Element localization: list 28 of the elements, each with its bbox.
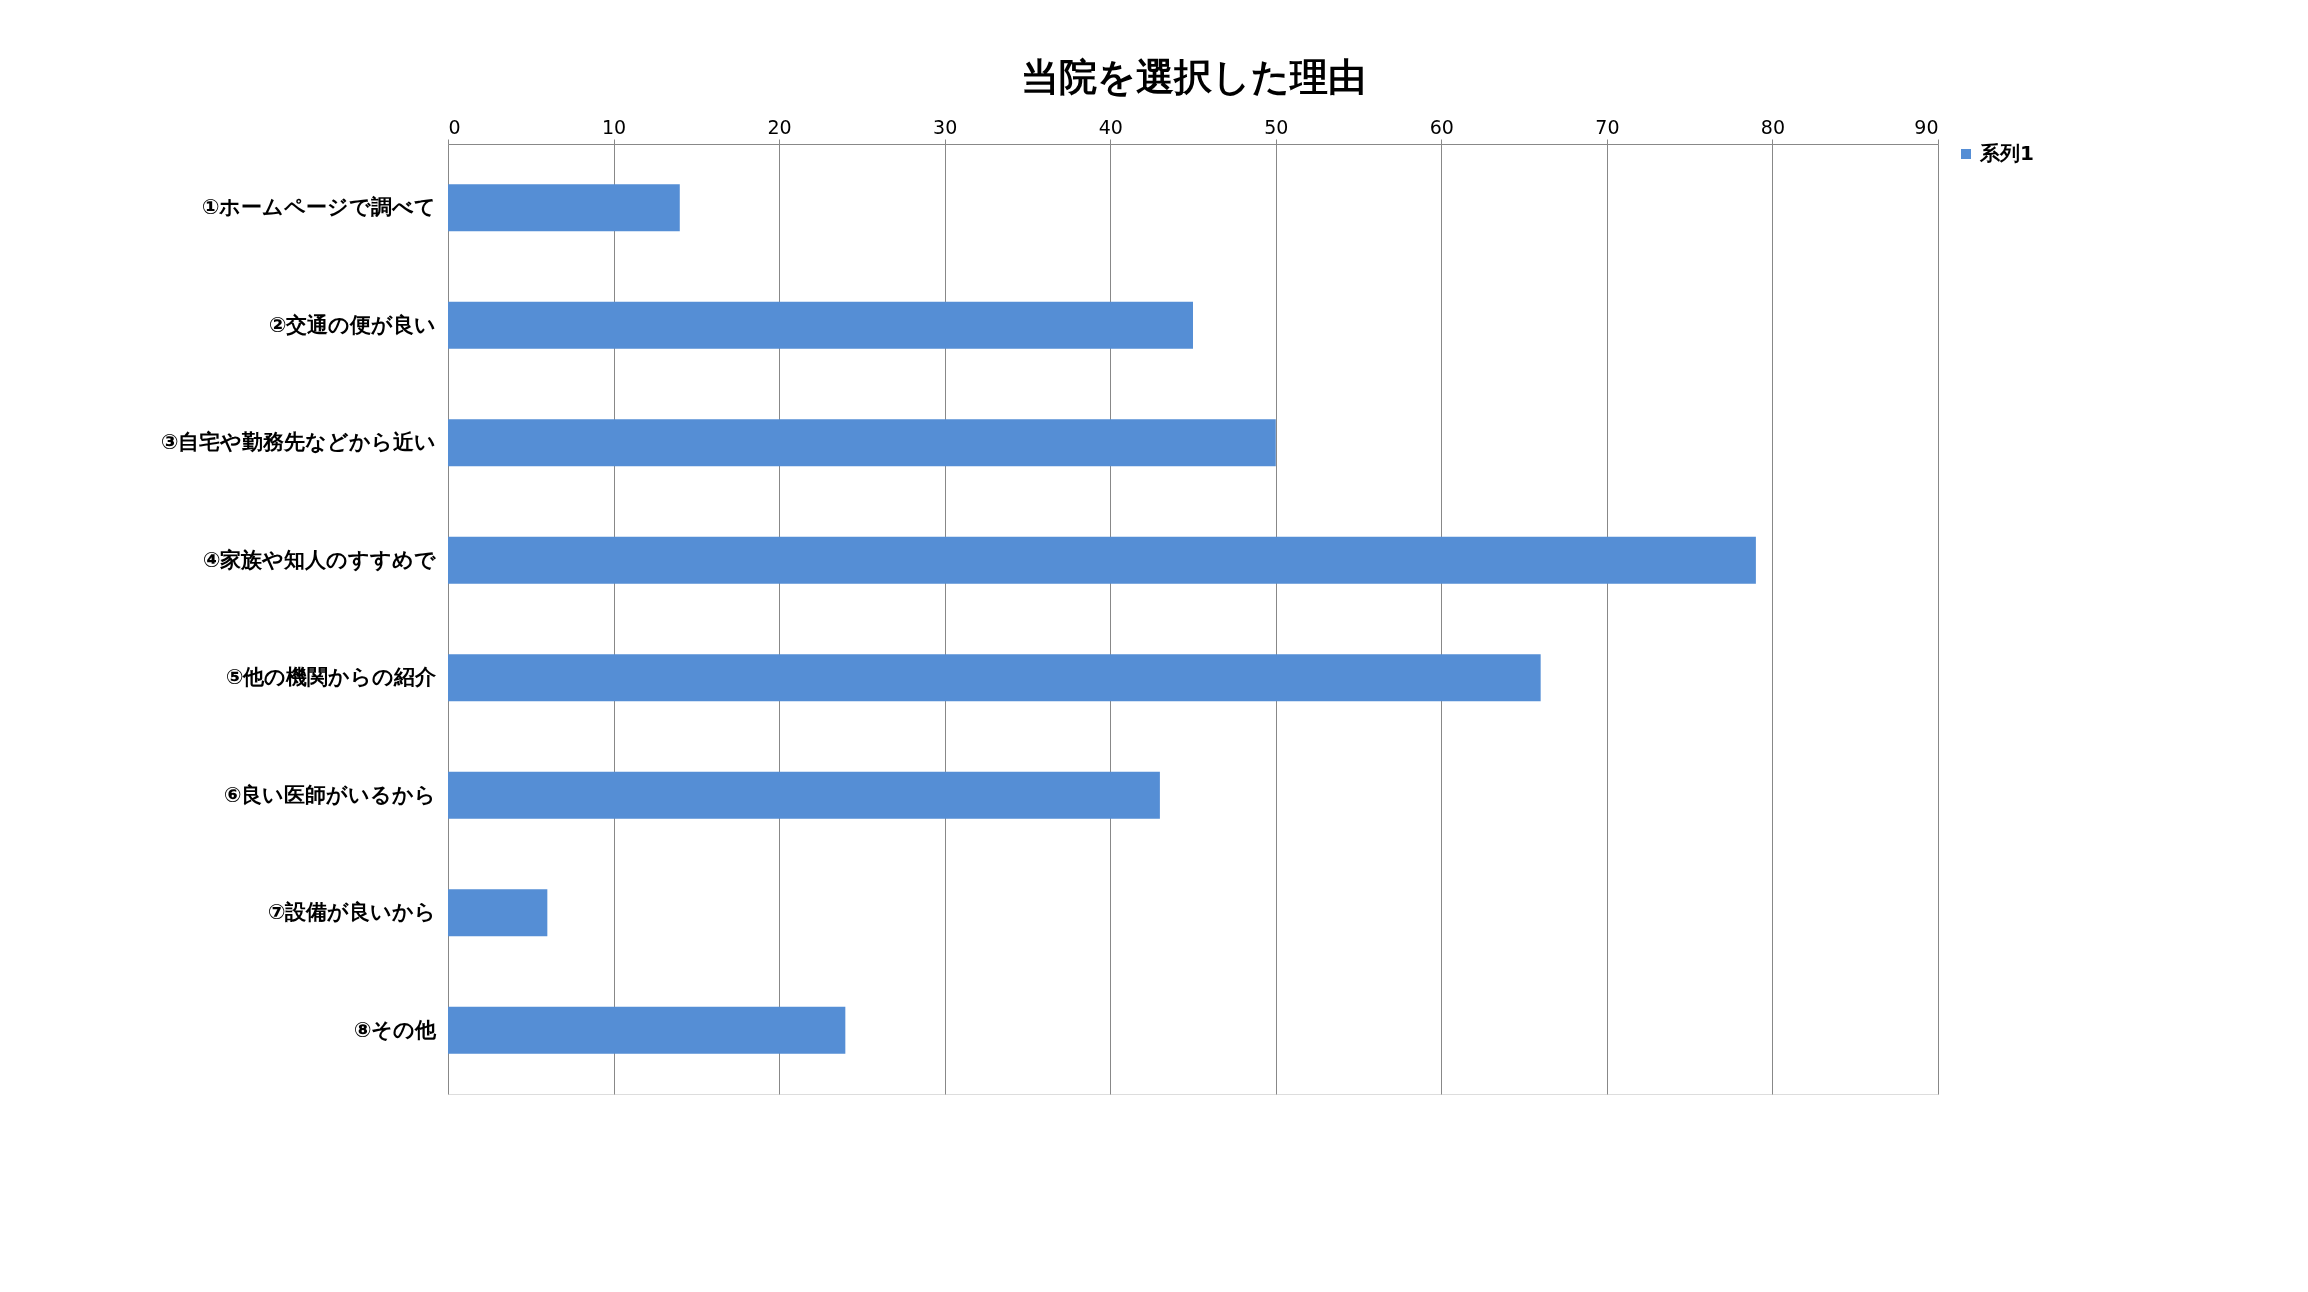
- bar: [448, 771, 1160, 819]
- x-tick-label: 30: [933, 115, 958, 138]
- x-tick-label: 0: [448, 115, 461, 138]
- bar: [448, 536, 1756, 584]
- y-tick-label: ⑥良い医師がいるから: [223, 782, 437, 807]
- bar: [448, 184, 680, 232]
- y-tick-label: ⑤他の機関からの紹介: [225, 665, 438, 690]
- bar: [448, 654, 1541, 702]
- y-tick-label: ⑦設備が良いから: [267, 900, 437, 925]
- x-tick-label: 90: [1914, 115, 1939, 138]
- chart-title: 当院を選択した理由: [1020, 55, 1366, 99]
- bar: [448, 301, 1193, 349]
- x-tick-label: 80: [1760, 115, 1786, 138]
- x-tick-label: 50: [1264, 115, 1289, 138]
- y-tick-label: ②交通の便が良い: [268, 312, 437, 337]
- bar: [448, 889, 548, 937]
- y-tick-label: ④家族や知人のすすめで: [202, 547, 437, 572]
- x-tick-label: 70: [1595, 115, 1620, 138]
- y-tick-label: ①ホームページで調べて: [201, 195, 437, 220]
- bar: [448, 1006, 846, 1054]
- x-tick-label: 40: [1098, 115, 1123, 138]
- x-tick-label: 10: [601, 115, 627, 138]
- x-tick-label: 20: [767, 115, 792, 138]
- x-tick-label: 60: [1429, 115, 1454, 138]
- y-tick-label: ③自宅や勤務先などから近い: [160, 430, 437, 455]
- y-tick-label: ⑧その他: [353, 1017, 438, 1042]
- legend-label: 系列1: [1979, 141, 2034, 165]
- bar: [448, 419, 1276, 467]
